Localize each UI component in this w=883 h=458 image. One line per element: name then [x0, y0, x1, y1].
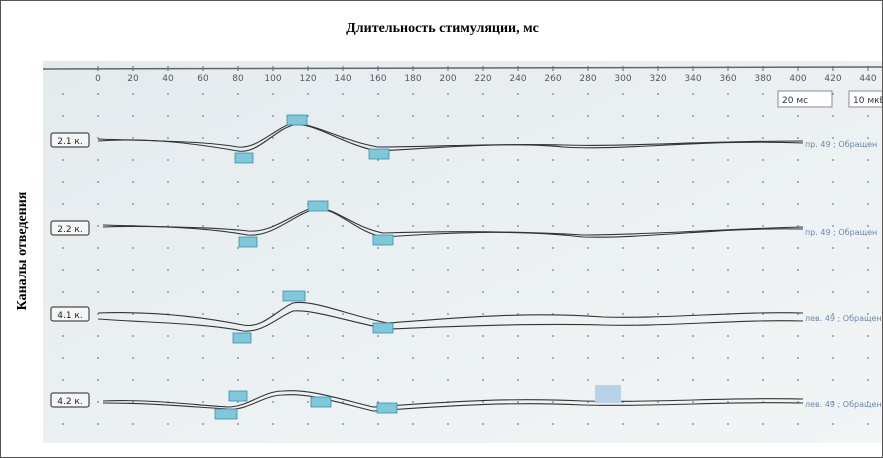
- channel-note: лев. 49 ; Обращен: [805, 400, 882, 409]
- peak-marker: [287, 115, 307, 125]
- ruler-tick-label: 360: [719, 74, 736, 84]
- ruler-tick-label: 180: [404, 74, 421, 84]
- figure-title: Длительность стимуляции, мс: [1, 21, 883, 37]
- ruler-tick-label: 240: [509, 74, 526, 84]
- ruler-tick-label: 60: [197, 74, 209, 84]
- ruler-tick-label: 420: [824, 74, 841, 84]
- ruler-tick-label: 320: [649, 74, 666, 84]
- peak-marker: [233, 333, 251, 343]
- channel-note: пр. 49 ; Обращен: [805, 140, 877, 149]
- selection: [595, 385, 621, 403]
- channel-note: лев. 49 ; Обращен: [805, 314, 882, 323]
- dropdown-label: 20 мс: [782, 96, 808, 106]
- channel-label: 2.2 к.: [57, 225, 82, 235]
- figure: Длительность стимуляции, мс Каналы отвед…: [0, 0, 883, 458]
- peak-marker: [229, 391, 247, 401]
- channel-note: пр. 49 ; Обращен: [805, 228, 877, 237]
- ruler-tick-label: 0: [95, 74, 101, 84]
- channel-label: 4.2 к.: [57, 397, 82, 407]
- ruler-tick-label: 340: [684, 74, 701, 84]
- ruler-tick-label: 200: [439, 74, 456, 84]
- ruler-tick-label: 160: [369, 74, 386, 84]
- dropdown-label: 10 мкВ: [853, 96, 883, 106]
- peak-marker: [373, 323, 393, 333]
- ruler-tick-label: 260: [544, 74, 561, 84]
- peak-marker: [215, 409, 237, 419]
- screen-photo: 0 20 40 60 80 100 120 140 160 180 200 220 240 260 280 3…: [43, 61, 883, 443]
- ruler-tick-label: 400: [789, 74, 806, 84]
- ruler-tick-label: 100: [264, 74, 281, 84]
- side-label: Каналы отведения: [15, 192, 31, 311]
- peak-marker: [373, 235, 393, 245]
- ruler-tick-label: 20: [127, 74, 139, 84]
- channel-label: 4.1 к.: [57, 311, 82, 321]
- peak-marker: [239, 237, 257, 247]
- peak-marker: [283, 291, 305, 301]
- ruler-tick-label: 380: [754, 74, 771, 84]
- peak-marker: [311, 397, 331, 407]
- ruler-tick-label: 80: [232, 74, 244, 84]
- channel-label: 2.1 к.: [57, 137, 82, 147]
- peak-marker: [377, 403, 397, 413]
- peak-marker: [308, 201, 328, 211]
- peak-marker: [369, 149, 389, 159]
- ruler-tick-label: 40: [162, 74, 174, 84]
- ruler-tick-label: 220: [474, 74, 491, 84]
- ruler-tick-label: 120: [299, 74, 316, 84]
- peak-marker: [235, 153, 253, 163]
- ruler-tick-label: 280: [579, 74, 596, 84]
- ruler-tick-label: 300: [614, 74, 631, 84]
- ruler-tick-label: 140: [334, 74, 351, 84]
- ruler-tick-label: 440: [859, 74, 876, 84]
